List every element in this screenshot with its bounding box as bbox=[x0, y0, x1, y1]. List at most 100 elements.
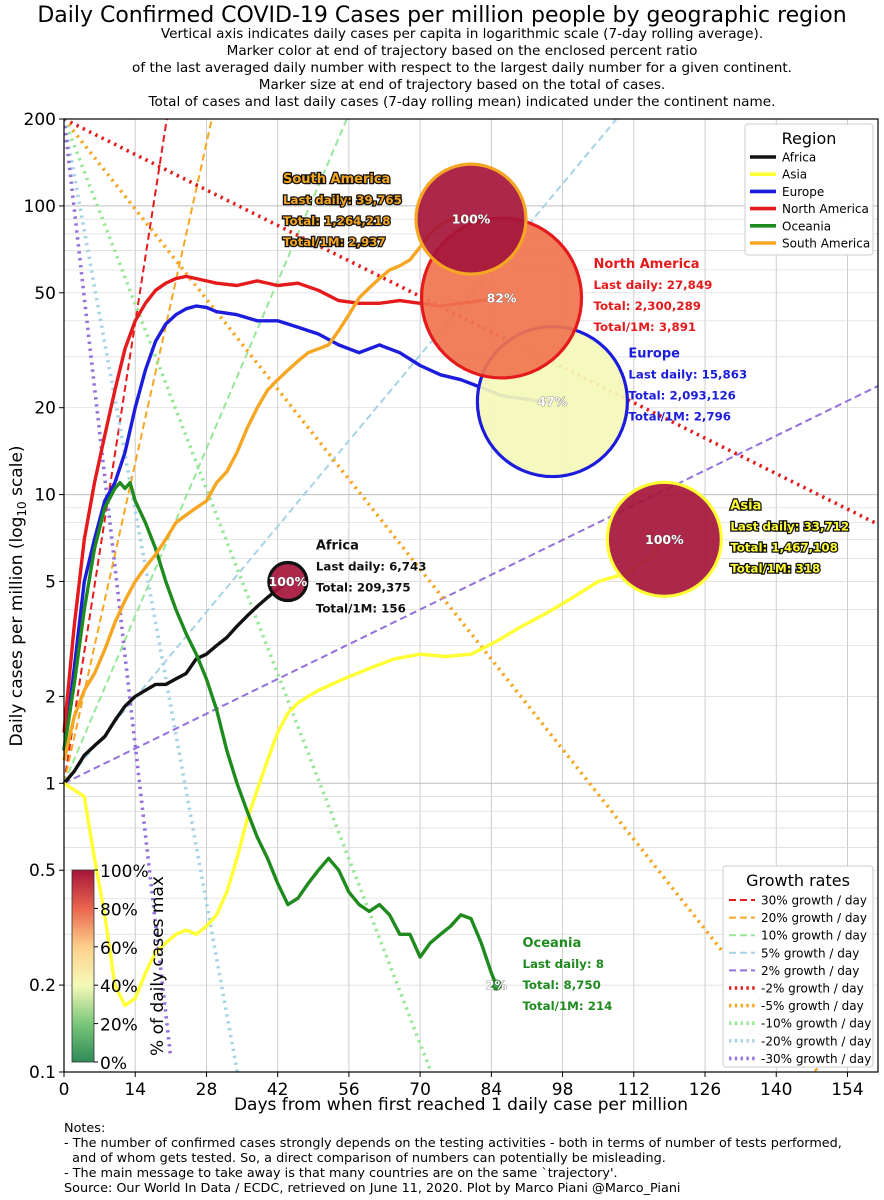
y-tick-label: 0.5 bbox=[29, 861, 56, 881]
legend-growth-item: -5% growth / day bbox=[761, 999, 864, 1013]
legend-region-item: South America bbox=[782, 237, 870, 251]
legend-region-item: Asia bbox=[782, 168, 807, 182]
x-tick-label: 154 bbox=[831, 1080, 863, 1100]
marker-oceania bbox=[490, 979, 503, 991]
legend-growth-item: -2% growth / day bbox=[761, 982, 864, 996]
marker-south-america bbox=[414, 162, 528, 276]
region-label-line: Total/1M: 2,796 bbox=[628, 410, 731, 424]
region-label-line: Last daily: 6,743 bbox=[316, 560, 427, 574]
y-tick-label: 50 bbox=[34, 284, 56, 304]
region-label-line: Total/1M: 156 bbox=[316, 602, 406, 616]
region-label-line: Last daily: 8 bbox=[522, 957, 603, 971]
colorbar-tick-label: 60% bbox=[100, 939, 138, 959]
region-label-line: Total: 209,375 bbox=[316, 581, 411, 595]
y-tick-label: 5 bbox=[45, 573, 56, 593]
y-tick-label: 20 bbox=[34, 399, 56, 419]
region-label-europe: Europe Last daily: 15,863 Total: 2,093,126… bbox=[628, 347, 747, 424]
growth-line-8 bbox=[64, 119, 240, 1072]
growth-rate-lines bbox=[64, 119, 878, 1072]
x-tick-label: 70 bbox=[409, 1080, 431, 1100]
series-line-north-america bbox=[62, 274, 502, 733]
region-label-africa: Africa Last daily: 6,743 Total: 209,375 Tot… bbox=[316, 539, 427, 616]
region-label-line: Total: 8,750 bbox=[522, 978, 600, 992]
y-tick-label: 10 bbox=[34, 486, 56, 506]
chart-title: Daily Confirmed COVID-19 Cases per milli… bbox=[37, 3, 847, 28]
region-label-oceania: Oceania Last daily: 8 Total: 8,750 Total/1M… bbox=[522, 936, 612, 1013]
colorbar-bar bbox=[71, 869, 95, 1063]
series-line-europe bbox=[62, 304, 553, 751]
y-axis-label: Daily cases per million (log10 scale) bbox=[7, 445, 29, 746]
legend-growth-item: 2% growth / day bbox=[761, 964, 859, 978]
legend-growth-item: -20% growth / day bbox=[761, 1034, 871, 1048]
notes-block: Notes: - The number of confirmed cases st… bbox=[64, 1121, 842, 1196]
chart-subtitle-5: Total of cases and last daily cases (7-d… bbox=[148, 94, 776, 110]
marker-asia bbox=[605, 480, 723, 598]
y-tick-label: 100 bbox=[24, 197, 56, 217]
notes-line-3: and of whom gets tested. So, a direct co… bbox=[64, 1151, 666, 1166]
x-axis-label: Days from when first reached 1 daily cas… bbox=[234, 1095, 688, 1115]
colorbar-tick-label: 100% bbox=[100, 862, 149, 882]
x-tick-label: 126 bbox=[689, 1080, 721, 1100]
region-label-line: Last daily: 33,712 bbox=[730, 519, 849, 533]
legend-growth-item: -10% growth / day bbox=[761, 1017, 871, 1031]
region-label-line: Total/1M: 214 bbox=[522, 999, 612, 1013]
legend-growth-item: 10% growth / day bbox=[761, 929, 867, 943]
y-tick-label: 200 bbox=[24, 110, 56, 130]
legend-growth: Growth rates 30% growth / day 20% growth /… bbox=[722, 865, 874, 1068]
end-markers: 100% Africa Last daily: 6,743 Total: 209,37… bbox=[267, 162, 850, 1013]
growth-line-4 bbox=[64, 385, 878, 785]
growth-line-6 bbox=[64, 119, 821, 1072]
series-line-south-america bbox=[62, 214, 472, 761]
colorbar-label: % of daily cases max bbox=[148, 876, 168, 1056]
growth-line-0 bbox=[64, 119, 168, 784]
colorbar-tick-label: 20% bbox=[100, 1016, 138, 1036]
legend-region-title: Region bbox=[782, 129, 837, 148]
region-label-line: Total/1M: 318 bbox=[730, 561, 820, 575]
region-label-line: Africa bbox=[316, 539, 359, 554]
region-label-line: Total: 1,467,108 bbox=[730, 540, 837, 554]
y-tick-label: 0.1 bbox=[29, 1063, 56, 1083]
legend-region-item: Oceania bbox=[782, 219, 831, 233]
notes-line-4: - The main message to take away is that … bbox=[64, 1166, 618, 1181]
legend-region-item: Africa bbox=[782, 151, 816, 165]
legend-growth-box bbox=[722, 865, 874, 1068]
region-label-line: Oceania bbox=[522, 936, 581, 951]
y-tick-label: 0.2 bbox=[29, 976, 56, 996]
colorbar-tick-label: 0% bbox=[100, 1054, 127, 1074]
growth-line-3 bbox=[64, 119, 618, 784]
legend-region-box bbox=[744, 123, 874, 256]
x-tick-label: 84 bbox=[481, 1080, 503, 1100]
marker-pct-oceania: 2% bbox=[486, 978, 508, 993]
legend-region: Region Africa Asia Europe North America Ocean… bbox=[744, 123, 874, 256]
x-tick-label: 28 bbox=[196, 1080, 218, 1100]
colorbar-tick-label: 40% bbox=[100, 977, 138, 997]
y-axis-label-tail: scale) bbox=[7, 445, 27, 501]
series-line-africa bbox=[62, 580, 289, 785]
marker-pct-africa: 100% bbox=[269, 574, 308, 589]
region-label-north-america: North America Last daily: 27,849 Total: 2,… bbox=[594, 257, 713, 334]
region-label-line: South America bbox=[283, 172, 390, 187]
marker-pct-asia: 100% bbox=[645, 532, 684, 547]
legend-growth-item: -30% growth / day bbox=[761, 1052, 871, 1066]
legend-growth-item: 20% growth / day bbox=[761, 911, 867, 925]
region-label-line: Europe bbox=[628, 347, 680, 362]
region-label-line: Total/1M: 3,891 bbox=[594, 320, 697, 334]
marker-pct-north-america: 82% bbox=[487, 290, 517, 305]
region-label-line: Last daily: 15,863 bbox=[628, 368, 747, 382]
notes-line-1: Notes: bbox=[64, 1121, 106, 1136]
growth-line-5 bbox=[64, 119, 878, 526]
region-label-south-america: South America Last daily: 39,765 Total: 1,… bbox=[282, 171, 403, 251]
region-label-line: Last daily: 27,849 bbox=[594, 278, 713, 292]
region-label-asia: Asia Last daily: 33,712 Total: 1,467,108 To… bbox=[729, 497, 850, 577]
region-label-line: Total: 1,264,218 bbox=[283, 214, 390, 228]
series-line-asia bbox=[63, 538, 666, 1008]
marker-pct-south-america: 100% bbox=[452, 212, 491, 227]
x-tick-label: 98 bbox=[552, 1080, 574, 1100]
x-tick-label: 112 bbox=[618, 1080, 650, 1100]
chart-subtitle-4: Marker size at end of trajectory based o… bbox=[258, 77, 666, 93]
region-label-line: North America bbox=[594, 257, 700, 272]
legend-region-item: North America bbox=[782, 202, 869, 216]
x-tick-label: 14 bbox=[124, 1080, 146, 1100]
plot-frame bbox=[63, 118, 879, 1073]
growth-line-1 bbox=[64, 119, 213, 784]
